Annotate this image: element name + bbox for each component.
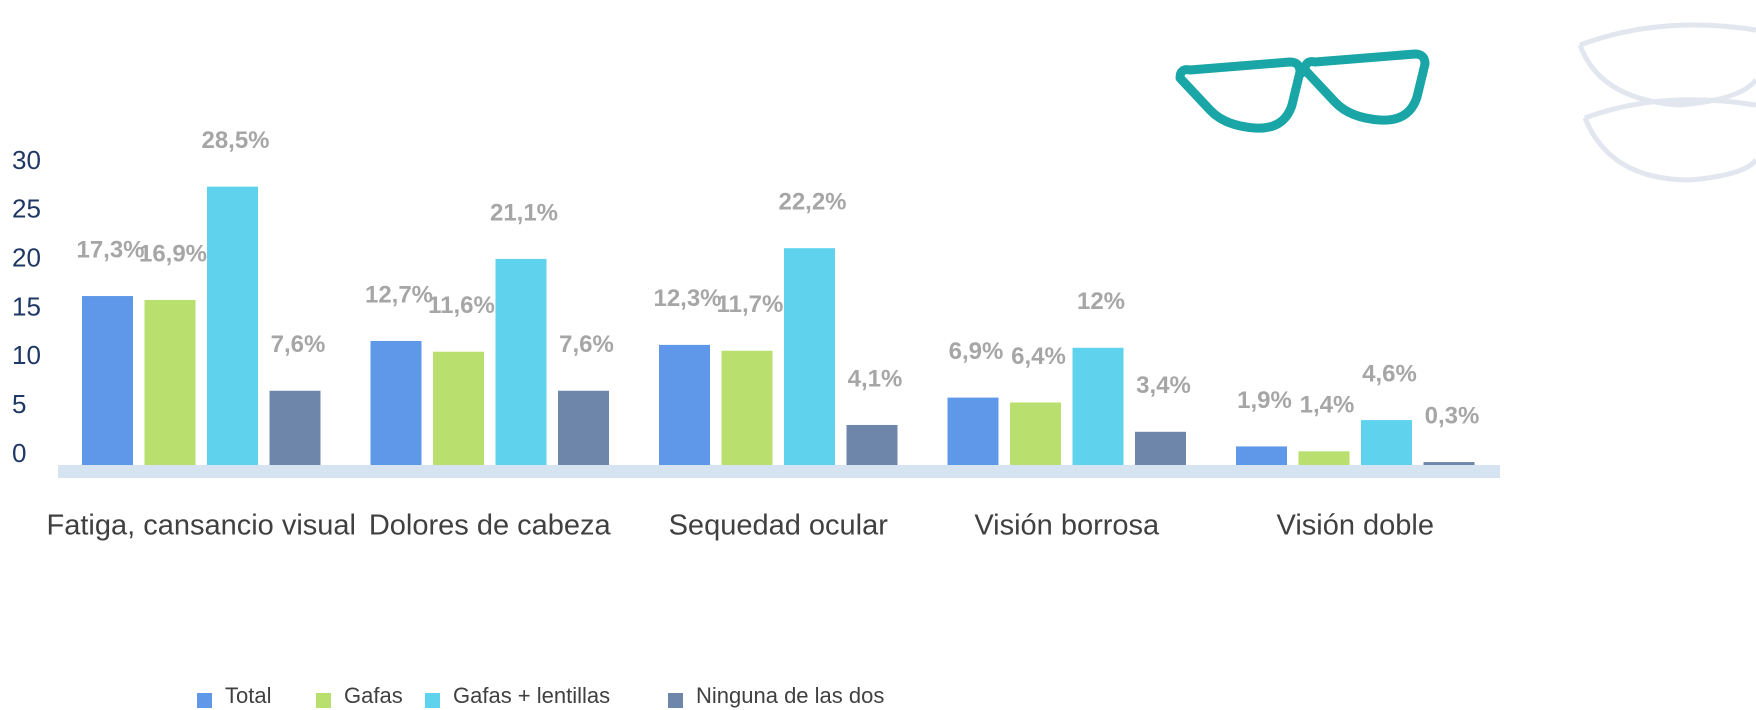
value-label: 21,1%: [490, 199, 558, 226]
legend-swatch: [668, 693, 683, 708]
x-tick-label: Sequedad ocular: [669, 510, 889, 542]
y-tick-label: 20: [12, 243, 41, 273]
bar: [433, 351, 484, 465]
bar: [659, 344, 710, 465]
bar: [1135, 431, 1186, 465]
value-label: 3,4%: [1136, 372, 1191, 399]
bar: [558, 390, 609, 465]
bar: [1361, 420, 1412, 465]
bar: [1072, 347, 1124, 465]
y-tick-label: 10: [12, 340, 41, 370]
bar: [1423, 462, 1475, 465]
legend-swatch: [316, 693, 331, 708]
value-label: 0,3%: [1425, 402, 1480, 429]
bar: [1236, 446, 1287, 465]
bar: [207, 186, 258, 465]
y-tick-label: 5: [12, 389, 26, 419]
bar: [947, 397, 999, 465]
value-label: 4,6%: [1362, 360, 1417, 387]
bar: [846, 424, 898, 465]
value-label: 7,6%: [271, 331, 326, 358]
bar: [370, 340, 422, 465]
bar: [1010, 402, 1061, 465]
value-label: 28,5%: [201, 127, 269, 154]
bar: [784, 248, 835, 465]
bar: [721, 350, 773, 465]
value-label: 6,9%: [949, 338, 1004, 365]
value-label: 11,6%: [428, 292, 495, 319]
bar: [144, 299, 196, 465]
value-label: 22,2%: [778, 189, 846, 216]
value-label: 7,6%: [559, 331, 614, 358]
value-label: 12,3%: [653, 285, 721, 312]
axis-band: [58, 465, 1500, 478]
value-label: 16,9%: [139, 240, 207, 267]
value-label: 1,9%: [1237, 387, 1292, 414]
x-tick-label: Visión doble: [1277, 510, 1434, 542]
x-tick-label: Visión borrosa: [974, 510, 1160, 542]
lens-icon: [1577, 22, 1756, 183]
y-tick-label: 15: [12, 291, 41, 321]
legend-label: Ninguna de las dos: [696, 683, 884, 708]
legend-label: Gafas + lentillas: [453, 683, 610, 708]
value-label: 11,7%: [717, 291, 784, 318]
legend-label: Gafas: [344, 683, 403, 708]
value-label: 6,4%: [1011, 343, 1066, 370]
bar: [495, 258, 547, 465]
bar: [269, 390, 321, 465]
glasses-icon: [1175, 49, 1430, 133]
legend-label: Total: [225, 683, 271, 708]
y-tick-label: 25: [12, 194, 41, 224]
bar: [82, 296, 133, 465]
value-label: 17,3%: [76, 236, 144, 263]
value-label: 1,4%: [1300, 392, 1355, 419]
value-label: 12%: [1077, 288, 1125, 315]
y-tick-label: 30: [12, 145, 41, 175]
legend-swatch: [197, 693, 212, 708]
value-label: 12,7%: [365, 281, 433, 308]
y-tick-label: 0: [12, 438, 26, 468]
value-label: 4,1%: [848, 365, 903, 392]
bar: [1298, 451, 1350, 465]
x-tick-label: Dolores de cabeza: [369, 510, 612, 542]
legend-swatch: [425, 693, 440, 708]
x-tick-label: Fatiga, cansancio visual: [47, 510, 357, 542]
